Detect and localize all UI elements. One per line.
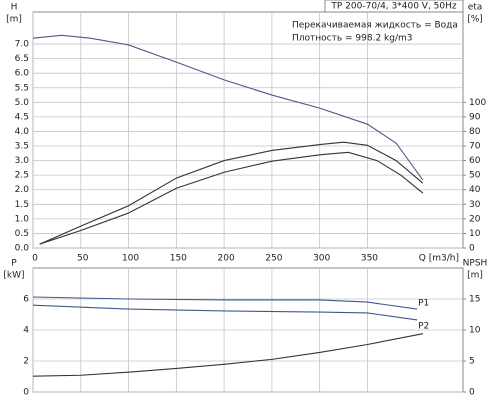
y-tick-label: 1.0 bbox=[15, 214, 30, 224]
y-tick-label: 5.5 bbox=[15, 83, 29, 93]
y-tick-label: 0 bbox=[23, 388, 29, 398]
y2-axis-label: eta bbox=[468, 3, 483, 13]
x-tick-label: 100 bbox=[122, 254, 139, 264]
x-tick-label: 350 bbox=[361, 254, 378, 264]
x-tick-label: 250 bbox=[265, 254, 282, 264]
y2-tick-label: 90 bbox=[469, 112, 481, 122]
y2-tick-label: 100 bbox=[469, 98, 486, 108]
y-tick-label: 0.5 bbox=[15, 229, 29, 239]
y2-tick-label: 20 bbox=[469, 214, 481, 224]
y2-tick-label: 10 bbox=[469, 229, 481, 239]
y-tick-label: 6.5 bbox=[15, 54, 29, 64]
annotation: Плотность = 998.2 kg/m3 bbox=[292, 34, 413, 44]
curve bbox=[32, 333, 423, 377]
y2-tick-label: 40 bbox=[469, 185, 481, 195]
y-tick-label: 1.5 bbox=[15, 200, 29, 210]
y2-axis-unit: [m] bbox=[467, 271, 483, 281]
y-tick-label: 0.0 bbox=[15, 244, 30, 254]
y-axis-unit: [m] bbox=[6, 15, 22, 25]
y2-axis-unit: [%] bbox=[467, 15, 483, 25]
title-box bbox=[324, 0, 464, 13]
x-axis-label: Q [m3/h] bbox=[419, 254, 459, 264]
series-label: P1 bbox=[418, 299, 429, 309]
y-tick-label: 2.5 bbox=[15, 171, 29, 181]
y2-tick-label: 70 bbox=[469, 142, 481, 152]
curve bbox=[39, 141, 424, 245]
y2-tick-label: 30 bbox=[469, 200, 481, 210]
y-tick-label: 3.5 bbox=[15, 142, 29, 152]
x-tick-label: 0 bbox=[32, 254, 38, 264]
y-tick-label: 3.0 bbox=[15, 156, 30, 166]
x-tick-label: 50 bbox=[77, 254, 89, 264]
x-tick-label: 150 bbox=[170, 254, 187, 264]
y-axis-label: H bbox=[11, 3, 18, 13]
x-tick-label: 200 bbox=[218, 254, 235, 264]
curve bbox=[39, 151, 424, 245]
plot-frame bbox=[32, 11, 464, 249]
y2-tick-label: 0 bbox=[469, 388, 475, 398]
y2-tick-label: 50 bbox=[469, 171, 481, 181]
y-tick-label: 2 bbox=[23, 357, 29, 367]
y-tick-label: 4.5 bbox=[15, 112, 29, 122]
series-label: P2 bbox=[418, 321, 429, 331]
y2-tick-label: 15 bbox=[469, 295, 480, 305]
y2-tick-label: 80 bbox=[469, 127, 481, 137]
y-tick-label: 6 bbox=[23, 295, 29, 305]
y-tick-label: 7.0 bbox=[15, 40, 30, 50]
y2-tick-label: 60 bbox=[469, 156, 481, 166]
y-axis-unit: [kW] bbox=[3, 271, 24, 281]
curve bbox=[32, 296, 418, 310]
curve bbox=[32, 34, 424, 181]
y-tick-label: 4 bbox=[23, 326, 29, 336]
annotation: Перекачиваемая жидкость = Вода bbox=[292, 21, 458, 31]
x-tick-label: 300 bbox=[313, 254, 330, 264]
y-tick-label: 6.0 bbox=[15, 69, 30, 79]
curve bbox=[32, 304, 418, 321]
chart-title: TP 200-70/4, 3*400 V, 50Hz bbox=[330, 2, 457, 12]
y2-axis-label: NPSH bbox=[463, 259, 488, 269]
y-axis-label: P bbox=[11, 259, 17, 269]
y2-tick-label: 0 bbox=[469, 244, 475, 254]
y-tick-label: 4.0 bbox=[15, 127, 30, 137]
y-tick-label: 2.0 bbox=[15, 185, 30, 195]
y-tick-label: 5.0 bbox=[15, 98, 30, 108]
y2-tick-label: 5 bbox=[469, 357, 475, 367]
y2-tick-label: 10 bbox=[469, 326, 481, 336]
